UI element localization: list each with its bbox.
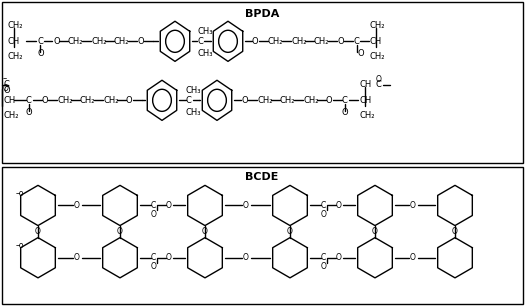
Text: O: O — [74, 201, 80, 210]
Text: CH₂: CH₂ — [57, 96, 72, 105]
Text: C: C — [151, 201, 156, 210]
Text: CH₂: CH₂ — [8, 21, 24, 31]
Text: CH₂: CH₂ — [3, 111, 18, 120]
Text: O: O — [3, 86, 9, 95]
Text: O: O — [35, 227, 41, 236]
Text: CH₂: CH₂ — [91, 37, 107, 46]
Text: O: O — [3, 84, 9, 93]
Text: O: O — [165, 253, 171, 262]
Text: O: O — [137, 37, 144, 46]
Text: O: O — [335, 253, 341, 262]
Text: O: O — [151, 262, 156, 271]
Text: O: O — [117, 227, 123, 236]
Text: CH₂: CH₂ — [257, 96, 272, 105]
Text: O: O — [372, 227, 378, 236]
Text: O: O — [241, 96, 248, 105]
Text: CH: CH — [370, 37, 382, 46]
Text: CH: CH — [8, 37, 20, 46]
Text: CH₃: CH₃ — [197, 27, 213, 36]
Text: CH₂: CH₂ — [291, 37, 307, 46]
Text: CH₂: CH₂ — [280, 96, 296, 105]
Text: O: O — [53, 37, 60, 46]
Text: O: O — [357, 49, 364, 58]
Text: O: O — [410, 201, 416, 210]
Text: CH₂: CH₂ — [370, 21, 385, 31]
Text: C: C — [3, 80, 9, 89]
Text: O: O — [342, 108, 349, 117]
Text: CH₂: CH₂ — [370, 52, 385, 61]
Text: O: O — [337, 37, 344, 46]
Text: O: O — [74, 253, 80, 262]
Text: –o: –o — [16, 241, 25, 250]
Text: O: O — [252, 37, 259, 46]
Text: O: O — [37, 49, 44, 58]
Text: O: O — [243, 253, 248, 262]
Text: C: C — [197, 37, 203, 46]
Text: –o: –o — [16, 189, 25, 198]
Text: O: O — [320, 210, 327, 219]
Text: C: C — [376, 80, 382, 89]
Text: CH₂: CH₂ — [68, 37, 83, 46]
Text: CH₂: CH₂ — [114, 37, 130, 46]
Text: CH₂: CH₂ — [359, 111, 374, 120]
Text: C: C — [26, 96, 32, 105]
Text: C: C — [320, 253, 326, 262]
Text: O: O — [165, 201, 171, 210]
Text: O: O — [126, 96, 133, 105]
Text: C: C — [320, 201, 326, 210]
Text: O: O — [42, 96, 49, 105]
Text: O: O — [410, 253, 416, 262]
Text: C: C — [353, 37, 359, 46]
Text: CH₂: CH₂ — [303, 96, 319, 105]
Text: O: O — [326, 96, 333, 105]
Text: O: O — [243, 201, 248, 210]
Text: O: O — [26, 108, 33, 117]
Text: CH₂: CH₂ — [314, 37, 330, 46]
Text: CH₃: CH₃ — [186, 108, 202, 117]
Text: BPDA: BPDA — [245, 9, 279, 19]
Text: C: C — [37, 37, 43, 46]
Text: CH₂: CH₂ — [80, 96, 96, 105]
Text: O: O — [320, 262, 327, 271]
Text: CH: CH — [3, 96, 15, 105]
Text: BCDE: BCDE — [245, 172, 279, 182]
Text: CH: CH — [359, 80, 371, 89]
Text: C: C — [186, 96, 192, 105]
Text: O: O — [151, 210, 156, 219]
Text: O: O — [452, 227, 458, 236]
Text: O: O — [335, 201, 341, 210]
Text: O: O — [202, 227, 208, 236]
Text: O: O — [376, 75, 382, 84]
Text: C: C — [151, 253, 156, 262]
Text: CH₂: CH₂ — [8, 52, 24, 61]
Text: CH₃: CH₃ — [186, 86, 202, 95]
Text: CH₂: CH₂ — [103, 96, 119, 105]
Text: –: – — [3, 75, 7, 84]
Text: C: C — [342, 96, 348, 105]
Text: CH₃: CH₃ — [197, 49, 213, 58]
Text: CH: CH — [359, 96, 371, 105]
Text: CH₂: CH₂ — [268, 37, 284, 46]
Text: O: O — [287, 227, 293, 236]
